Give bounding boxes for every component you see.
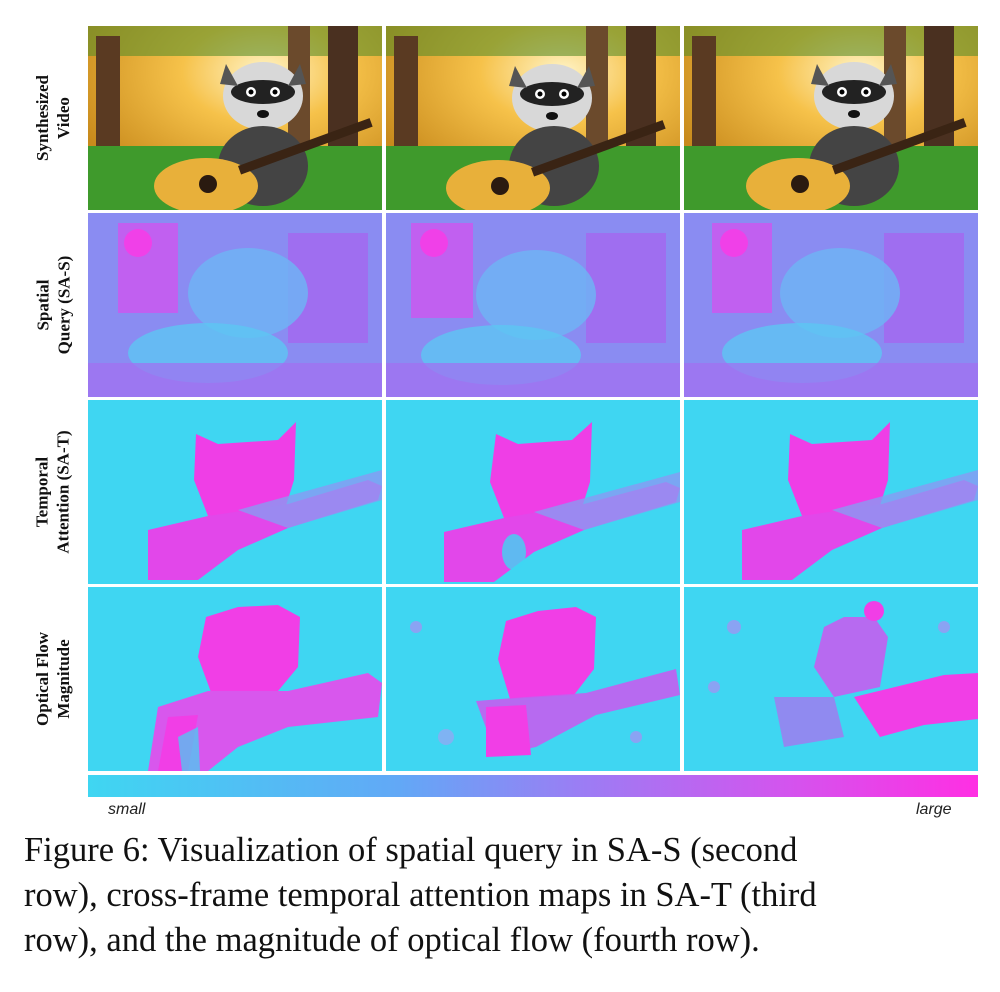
row-label-spatial-query: Spatial Query (SA-S)	[22, 213, 84, 397]
figure-grid	[88, 26, 978, 773]
row-label-optical-flow: Optical Flow Magnitude	[22, 587, 84, 771]
optical-flow-map-1	[88, 587, 382, 771]
row-label-line: Query (SA-S)	[54, 255, 74, 355]
video-frame-1	[88, 26, 382, 210]
spatial-query-map-2	[386, 213, 680, 397]
spatial-query-map-1	[88, 213, 382, 397]
temporal-attention-map-2	[386, 400, 680, 584]
row-label-line: Temporal	[33, 456, 52, 528]
temporal-attention-map-1	[88, 400, 382, 584]
video-frame-2	[386, 26, 680, 210]
row-label-line: Video	[54, 97, 73, 139]
optical-flow-map-3	[684, 587, 978, 771]
row-label-synthesized-video: Synthesized Video	[22, 26, 84, 210]
video-frame-3	[684, 26, 978, 210]
figure-caption: Figure 6: Visualization of spatial query…	[24, 828, 984, 963]
temporal-attention-map-3	[684, 400, 978, 584]
row-label-line: Attention (SA-T)	[54, 430, 73, 554]
row-label-temporal-attention: Temporal Attention (SA-T)	[22, 400, 84, 584]
caption-line: row), cross-frame temporal attention map…	[24, 876, 817, 914]
row-label-line: Spatial	[33, 279, 53, 331]
spatial-query-map-3	[684, 213, 978, 397]
row-label-line: Synthesized	[33, 75, 52, 161]
row-label-line: Magnitude	[54, 639, 73, 719]
caption-line: row), and the magnitude of optical flow …	[24, 921, 760, 959]
optical-flow-map-2	[386, 587, 680, 771]
colorbar-max-label: large	[916, 801, 952, 818]
colorbar	[88, 775, 978, 797]
row-label-line: Optical Flow	[33, 632, 52, 726]
caption-line: Figure 6: Visualization of spatial query…	[24, 831, 798, 869]
colorbar-min-label: small	[108, 801, 146, 818]
